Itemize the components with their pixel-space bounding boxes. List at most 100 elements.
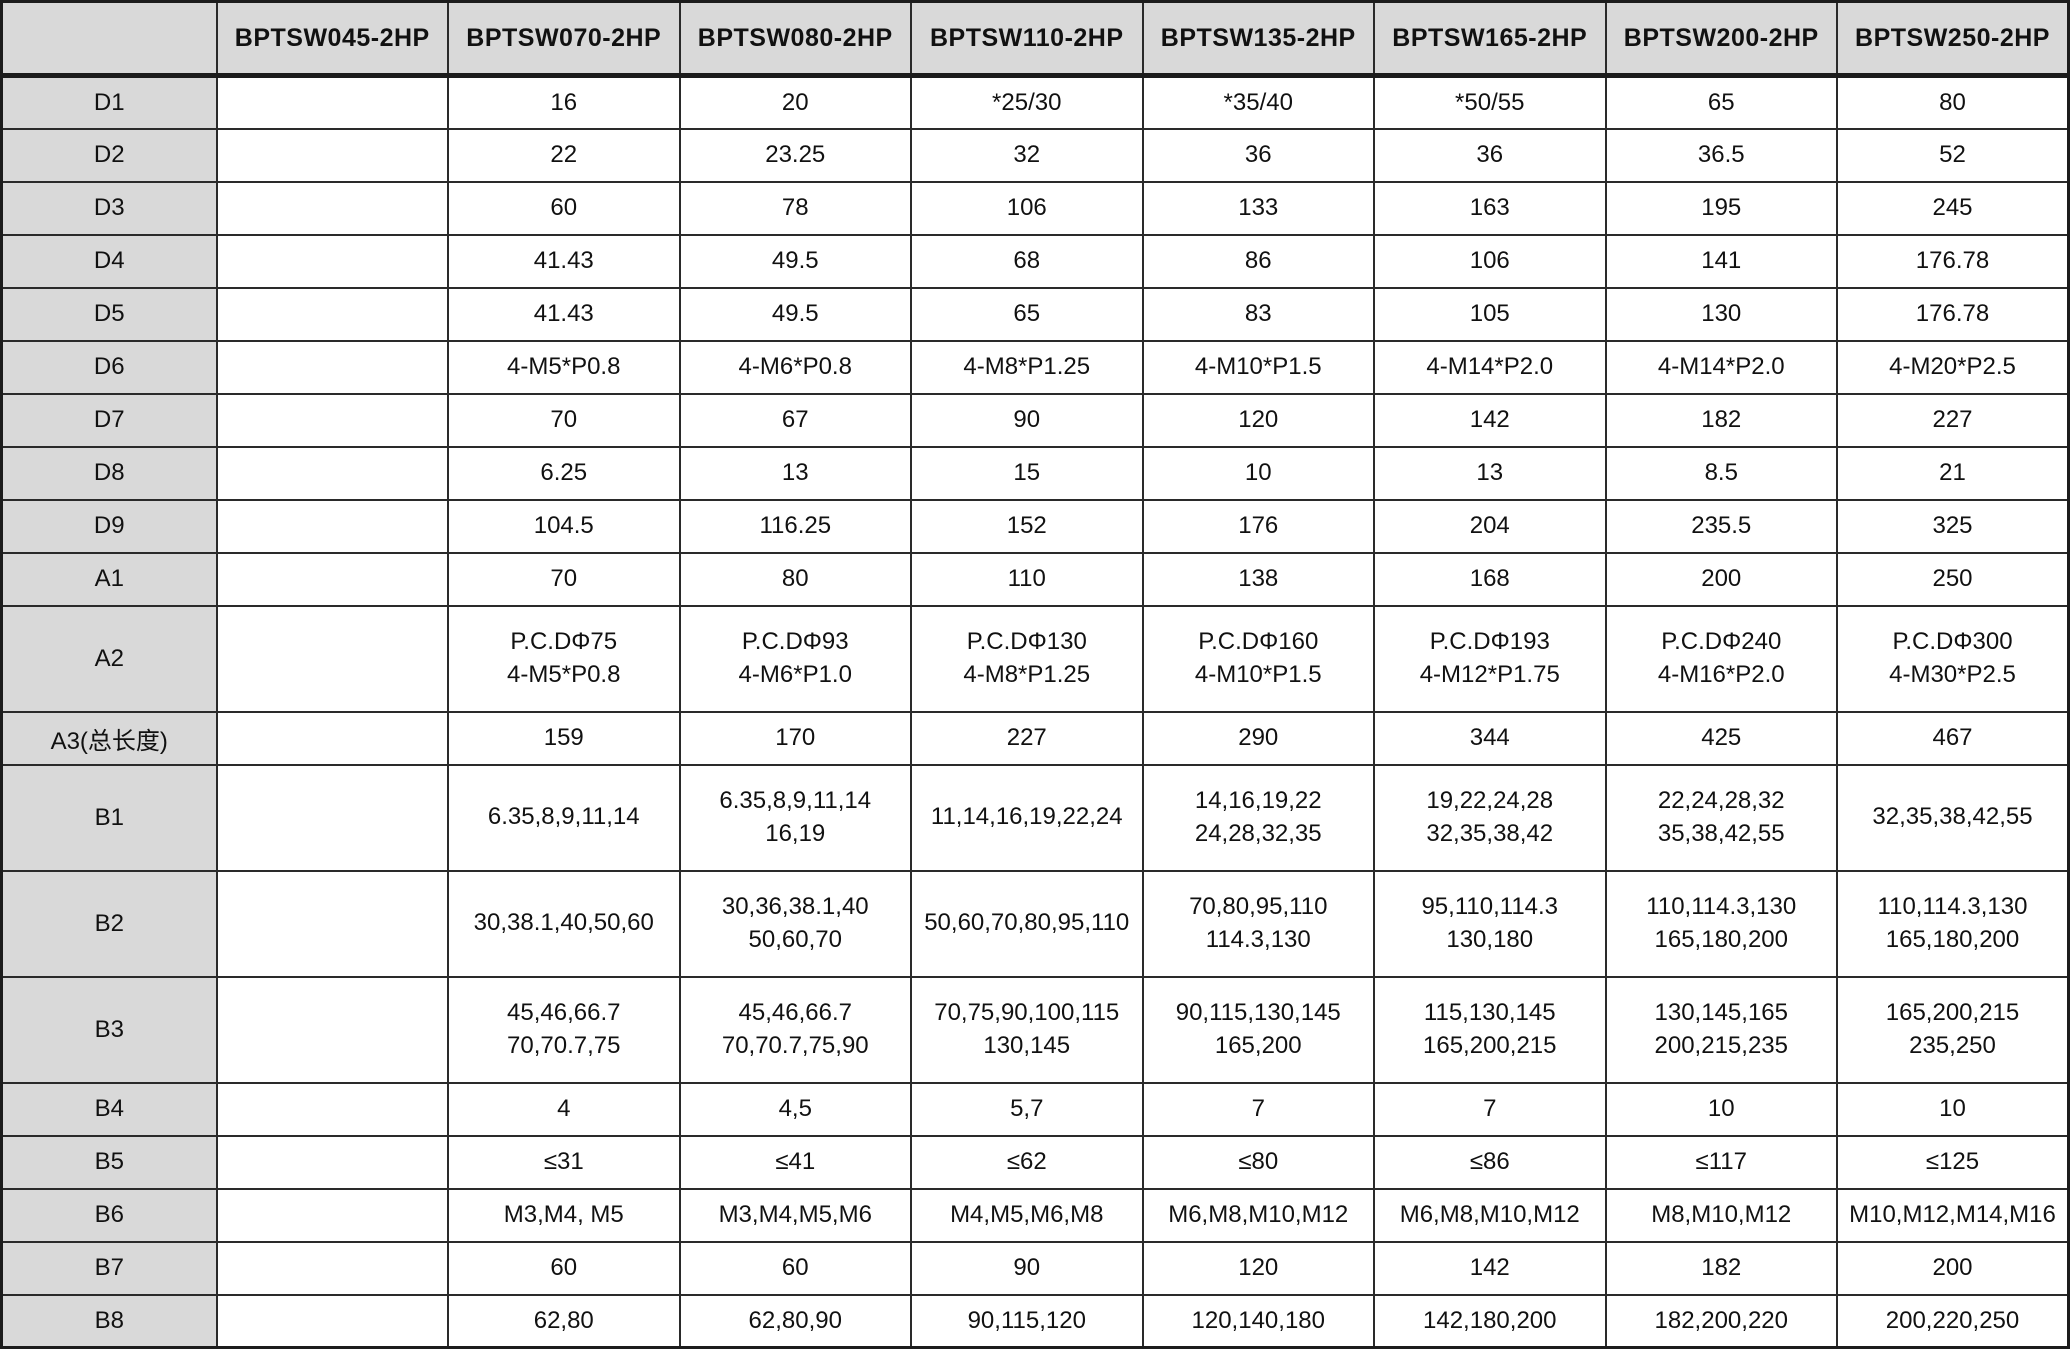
spec-cell: 90 bbox=[910, 1240, 1144, 1296]
spec-cell: 227 bbox=[910, 710, 1144, 766]
row-label: D1 bbox=[0, 74, 218, 130]
spec-cell: 200,220,250 bbox=[1836, 1293, 2070, 1349]
spec-cell: P.C.DΦ130 4-M8*P1.25 bbox=[910, 604, 1144, 713]
spec-cell bbox=[215, 604, 449, 713]
spec-cell: 36.5 bbox=[1604, 127, 1838, 183]
spec-cell: 13 bbox=[1373, 445, 1607, 501]
column-header: BPTSW110-2HP bbox=[910, 0, 1144, 78]
spec-cell: 142 bbox=[1373, 1240, 1607, 1296]
spec-cell: ≤31 bbox=[447, 1134, 681, 1190]
row-label: D7 bbox=[0, 392, 218, 448]
table-row: D6 4-M5*P0.8 4-M6*P0.8 4-M8*P1.25 4-M10*P1.5… bbox=[0, 339, 2070, 395]
spec-cell: ≤125 bbox=[1836, 1134, 2070, 1190]
table-body: D1 16 20 *25/30 *35/40 *50/55 65 80 D2 22 23.25 32 3… bbox=[0, 74, 2070, 1349]
spec-cell bbox=[215, 286, 449, 342]
spec-cell: 22 bbox=[447, 127, 681, 183]
table-row: D4 41.43 49.5 68 86 106 141 176.78 bbox=[0, 233, 2070, 289]
spec-cell: 142 bbox=[1373, 392, 1607, 448]
spec-cell: 235.5 bbox=[1604, 498, 1838, 554]
spec-cell: M8,M10,M12 bbox=[1604, 1187, 1838, 1243]
spec-cell: 290 bbox=[1141, 710, 1375, 766]
column-header: BPTSW200-2HP bbox=[1604, 0, 1838, 78]
spec-cell bbox=[215, 339, 449, 395]
spec-cell: 4 bbox=[447, 1081, 681, 1137]
spec-cell bbox=[215, 1134, 449, 1190]
spec-cell: 133 bbox=[1141, 180, 1375, 236]
spec-cell: M3,M4,M5,M6 bbox=[678, 1187, 912, 1243]
spec-cell: 195 bbox=[1604, 180, 1838, 236]
table-row: B4 4 4,5 5,7 7 7 10 10 bbox=[0, 1081, 2070, 1137]
spec-cell: 176.78 bbox=[1836, 233, 2070, 289]
spec-cell: ≤41 bbox=[678, 1134, 912, 1190]
spec-cell: 14,16,19,22 24,28,32,35 bbox=[1141, 763, 1375, 872]
spec-cell: 15 bbox=[910, 445, 1144, 501]
spec-cell bbox=[215, 551, 449, 607]
spec-cell: 50,60,70,80,95,110 bbox=[910, 869, 1144, 978]
spec-cell: 30,36,38.1,40 50,60,70 bbox=[678, 869, 912, 978]
spec-cell: M10,M12,M14,M16 bbox=[1836, 1187, 2070, 1243]
spec-cell: 41.43 bbox=[447, 286, 681, 342]
spec-cell: 78 bbox=[678, 180, 912, 236]
spec-cell: 65 bbox=[1604, 74, 1838, 130]
spec-cell: 4-M8*P1.25 bbox=[910, 339, 1144, 395]
spec-cell: 13 bbox=[678, 445, 912, 501]
spec-cell: 182 bbox=[1604, 1240, 1838, 1296]
spec-cell: 104.5 bbox=[447, 498, 681, 554]
table-row: B3 45,46,66.7 70,70.7,75 45,46,66.7 70,70.… bbox=[0, 975, 2070, 1084]
spec-cell: 23.25 bbox=[678, 127, 912, 183]
spec-cell: 95,110,114.3 130,180 bbox=[1373, 869, 1607, 978]
table-row: A3(总长度) 159 170 227 290 344 425 467 bbox=[0, 710, 2070, 766]
spec-cell: ≤86 bbox=[1373, 1134, 1607, 1190]
spec-cell: 45,46,66.7 70,70.7,75,90 bbox=[678, 975, 912, 1084]
spec-cell: 227 bbox=[1836, 392, 2070, 448]
spec-cell: 204 bbox=[1373, 498, 1607, 554]
spec-cell: 6.35,8,9,11,14 16,19 bbox=[678, 763, 912, 872]
spec-cell bbox=[215, 869, 449, 978]
spec-cell: 90 bbox=[910, 392, 1144, 448]
spec-cell: 68 bbox=[910, 233, 1144, 289]
spec-cell: 62,80 bbox=[447, 1293, 681, 1349]
row-label: A1 bbox=[0, 551, 218, 607]
table-row: D9 104.5 116.25 152 176 204 235.5 325 bbox=[0, 498, 2070, 554]
spec-cell: 70,75,90,100,115 130,145 bbox=[910, 975, 1144, 1084]
spec-cell: 22,24,28,32 35,38,42,55 bbox=[1604, 763, 1838, 872]
spec-cell: 4-M6*P0.8 bbox=[678, 339, 912, 395]
spec-cell: 60 bbox=[447, 180, 681, 236]
spec-cell: 200 bbox=[1604, 551, 1838, 607]
spec-cell: 80 bbox=[1836, 74, 2070, 130]
spec-cell: 163 bbox=[1373, 180, 1607, 236]
spec-cell: 5,7 bbox=[910, 1081, 1144, 1137]
table-row: B2 30,38.1,40,50,60 30,36,38.1,40 50,60,70… bbox=[0, 869, 2070, 978]
row-label: B8 bbox=[0, 1293, 218, 1349]
spec-cell: 325 bbox=[1836, 498, 2070, 554]
row-label: D6 bbox=[0, 339, 218, 395]
spec-cell: 6.35,8,9,11,14 bbox=[447, 763, 681, 872]
spec-cell: 60 bbox=[678, 1240, 912, 1296]
table-row: A1 70 80 110 138 168 200 250 bbox=[0, 551, 2070, 607]
spec-cell bbox=[215, 74, 449, 130]
row-label: B1 bbox=[0, 763, 218, 872]
spec-cell: 60 bbox=[447, 1240, 681, 1296]
table-row: D7 70 67 90 120 142 182 227 bbox=[0, 392, 2070, 448]
spec-cell: 16 bbox=[447, 74, 681, 130]
spec-cell: M6,M8,M10,M12 bbox=[1141, 1187, 1375, 1243]
spec-cell: 67 bbox=[678, 392, 912, 448]
spec-cell: 4-M14*P2.0 bbox=[1373, 339, 1607, 395]
spec-cell: 120 bbox=[1141, 392, 1375, 448]
spec-cell: M6,M8,M10,M12 bbox=[1373, 1187, 1607, 1243]
spec-cell bbox=[215, 392, 449, 448]
spec-cell: 159 bbox=[447, 710, 681, 766]
row-label: B4 bbox=[0, 1081, 218, 1137]
spec-cell bbox=[215, 498, 449, 554]
spec-cell: 467 bbox=[1836, 710, 2070, 766]
spec-cell: 250 bbox=[1836, 551, 2070, 607]
spec-cell: 200 bbox=[1836, 1240, 2070, 1296]
spec-cell: 138 bbox=[1141, 551, 1375, 607]
table-row: B1 6.35,8,9,11,14 6.35,8,9,11,14 16,19 11,1… bbox=[0, 763, 2070, 872]
spec-cell: 70 bbox=[447, 551, 681, 607]
spec-cell bbox=[215, 1240, 449, 1296]
spec-cell: 106 bbox=[910, 180, 1144, 236]
row-label: A3(总长度) bbox=[0, 710, 218, 766]
spec-cell: 106 bbox=[1373, 233, 1607, 289]
spec-cell: 176 bbox=[1141, 498, 1375, 554]
